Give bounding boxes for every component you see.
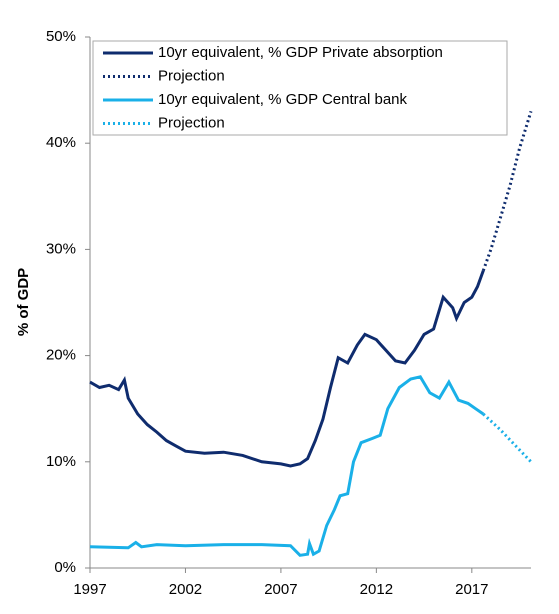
legend-label: 10yr equivalent, % GDP Private absorptio… (158, 44, 443, 61)
y-tick-label: 40% (46, 134, 76, 151)
y-tick-label: 0% (54, 559, 76, 576)
legend-box (92, 40, 508, 136)
legend-label: Projection (158, 114, 225, 131)
y-tick-label: 50% (46, 28, 76, 45)
legend-label: 10yr equivalent, % GDP Central bank (158, 91, 408, 108)
x-tick-label: 1997 (73, 581, 106, 598)
series-line (89, 270, 485, 468)
y-tick-label: 30% (46, 240, 76, 257)
x-tick-label: 2007 (264, 581, 297, 598)
y-tick-label: 10% (46, 453, 76, 470)
x-tick-label: 2017 (455, 581, 488, 598)
x-tick-label: 2002 (169, 581, 202, 598)
legend-label: Projection (158, 67, 225, 84)
y-tick-label: 20% (46, 347, 76, 364)
x-tick-label: 2012 (360, 581, 393, 598)
series-line (89, 375, 485, 557)
y-axis-label: % of GDP (15, 268, 32, 336)
series-line (482, 412, 533, 463)
